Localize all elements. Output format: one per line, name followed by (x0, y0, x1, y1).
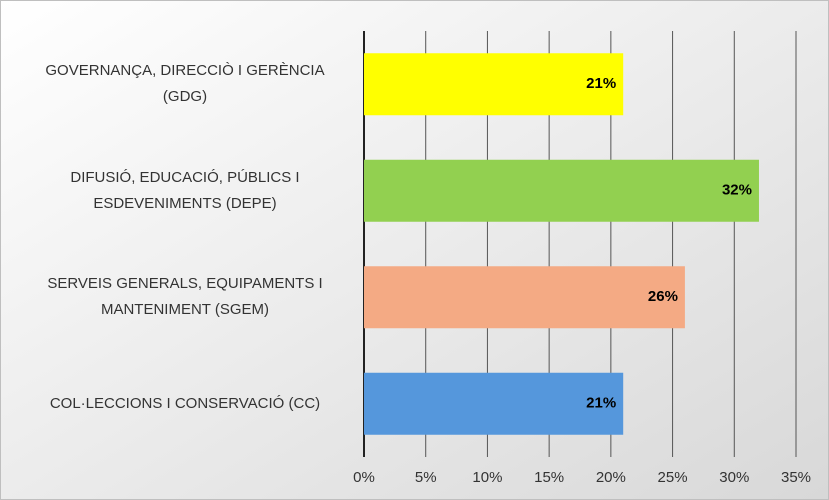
data-label: 21% (586, 395, 616, 412)
x-tick-label: 0% (353, 469, 375, 486)
x-tick-label: 30% (719, 469, 749, 486)
y-tick-label: COL·LECCIONS I CONSERVACIÓ (CC) (49, 394, 321, 412)
data-label: 21% (586, 75, 616, 92)
bar (364, 53, 624, 116)
x-tick-label: 15% (534, 469, 564, 486)
data-label: 32% (722, 182, 752, 199)
data-label: 26% (648, 288, 678, 305)
y-tick-label: SERVEIS GENERALS, EQUIPAMENTS I MANTENIM… (47, 275, 323, 319)
y-tick-label: DIFUSIÓ, EDUCACIÓ, PÚBLICS I ESDEVENIMEN… (70, 168, 300, 212)
x-tick-label: 25% (658, 469, 688, 486)
bar (364, 266, 685, 329)
x-tick-label: 20% (596, 469, 626, 486)
bar (364, 159, 759, 222)
x-tick-label: 10% (472, 469, 502, 486)
x-tick-label: 35% (781, 469, 811, 486)
x-tick-label: 5% (415, 469, 437, 486)
bar (364, 372, 624, 435)
y-tick-label: GOVERNANÇA, DIRECCIÒ I GERÈNCIA (GDG) (45, 62, 325, 106)
